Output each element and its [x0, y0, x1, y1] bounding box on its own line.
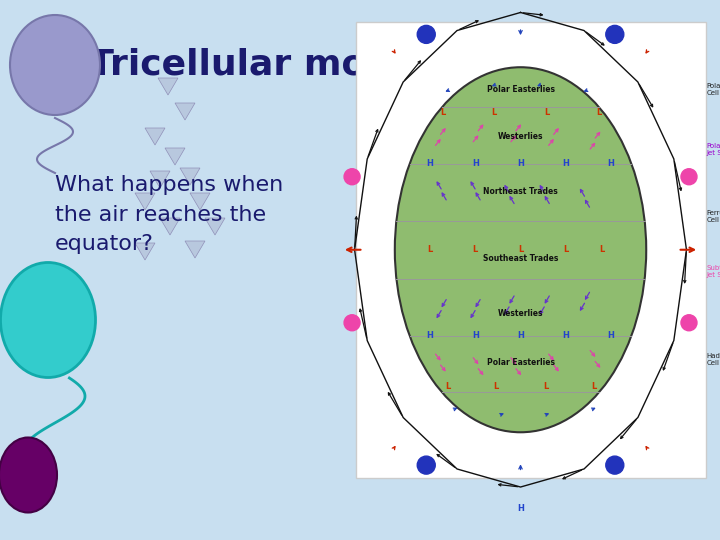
Text: L: L: [492, 109, 497, 117]
Text: Ferrel
Cell: Ferrel Cell: [706, 211, 720, 224]
Text: L: L: [563, 245, 568, 254]
Ellipse shape: [0, 437, 57, 512]
Polygon shape: [165, 148, 185, 165]
Text: H: H: [426, 331, 433, 340]
Text: L: L: [596, 109, 601, 117]
Polygon shape: [185, 241, 205, 258]
Text: L: L: [440, 109, 445, 117]
Text: H: H: [472, 331, 479, 340]
Text: H: H: [608, 159, 614, 168]
Text: H: H: [426, 159, 433, 168]
Text: L: L: [445, 382, 450, 391]
Text: Westerlies: Westerlies: [498, 132, 544, 141]
Ellipse shape: [1, 262, 96, 377]
Ellipse shape: [10, 15, 100, 115]
Polygon shape: [180, 168, 200, 185]
Circle shape: [344, 315, 360, 331]
Text: L: L: [492, 382, 498, 391]
Circle shape: [418, 456, 435, 474]
Polygon shape: [135, 193, 155, 210]
Text: L: L: [543, 382, 549, 391]
Text: Subtropical
Jet Stream: Subtropical Jet Stream: [706, 265, 720, 278]
Text: Polar
Cell: Polar Cell: [706, 83, 720, 96]
Polygon shape: [135, 243, 155, 260]
Text: 2. Tricellular model – Hadley cell: 2. Tricellular model – Hadley cell: [38, 48, 697, 82]
Polygon shape: [190, 193, 210, 210]
Text: L: L: [428, 245, 433, 254]
Circle shape: [606, 25, 624, 43]
Text: H: H: [608, 331, 614, 340]
Circle shape: [681, 315, 697, 331]
Circle shape: [606, 456, 624, 474]
Polygon shape: [158, 78, 178, 95]
FancyBboxPatch shape: [356, 22, 706, 478]
Text: Westerlies: Westerlies: [498, 309, 544, 318]
Polygon shape: [175, 103, 195, 120]
Text: H: H: [472, 159, 479, 168]
Text: Northeast Trades: Northeast Trades: [483, 187, 558, 196]
Text: H: H: [517, 504, 524, 514]
Text: Hadley
Cell: Hadley Cell: [706, 353, 720, 366]
Text: Polar Easterlies: Polar Easterlies: [487, 359, 554, 367]
Text: L: L: [544, 109, 549, 117]
Text: L: L: [472, 245, 478, 254]
Text: Polar Easterlies: Polar Easterlies: [487, 85, 554, 93]
Polygon shape: [160, 218, 180, 235]
Circle shape: [681, 168, 697, 185]
Text: H: H: [562, 159, 570, 168]
Text: H: H: [562, 331, 570, 340]
Text: Southeast Trades: Southeast Trades: [483, 254, 558, 264]
Text: Polar
Jet Stream: Polar Jet Stream: [706, 143, 720, 156]
Text: H: H: [517, 331, 524, 340]
Polygon shape: [145, 128, 165, 145]
Circle shape: [418, 25, 435, 43]
Text: L: L: [518, 245, 523, 254]
Text: H: H: [517, 159, 524, 168]
Ellipse shape: [395, 68, 647, 432]
Polygon shape: [205, 218, 225, 235]
Circle shape: [344, 168, 360, 185]
Text: What happens when
the air reaches the
equator?: What happens when the air reaches the eq…: [55, 175, 283, 254]
Polygon shape: [150, 171, 170, 188]
Text: L: L: [591, 382, 596, 391]
Text: L: L: [600, 245, 605, 254]
